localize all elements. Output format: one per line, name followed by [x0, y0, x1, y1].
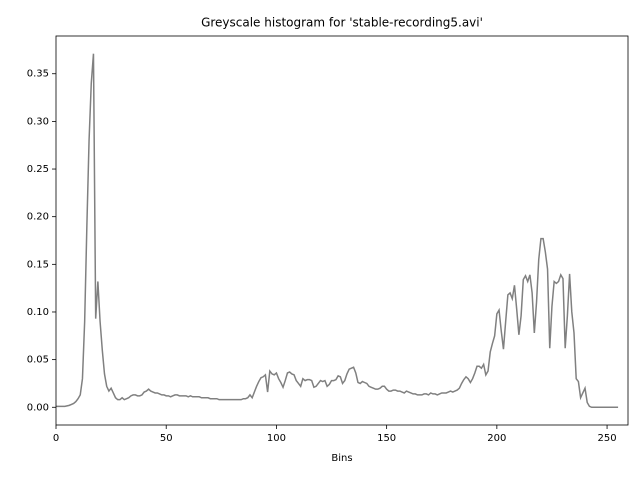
- x-tick-label: 150: [377, 433, 396, 444]
- y-tick-label: 0.35: [27, 69, 49, 80]
- chart-title: Greyscale histogram for 'stable-recordin…: [201, 16, 483, 30]
- y-tick-label: 0.20: [27, 212, 49, 223]
- x-tick-label: 200: [487, 433, 506, 444]
- axes-frame: [55, 35, 629, 426]
- x-tick-label: 0: [53, 433, 59, 444]
- y-tick-label: 0.15: [27, 259, 49, 270]
- x-axis-label: Bins: [331, 453, 352, 464]
- y-tick-label: 0.00: [27, 402, 49, 413]
- y-tick-label: 0.05: [27, 355, 49, 366]
- y-tick-label: 0.30: [27, 116, 49, 127]
- x-tick-label: 100: [267, 433, 286, 444]
- y-tick-label: 0.25: [27, 164, 49, 175]
- y-tick-label: 0.10: [27, 307, 49, 318]
- x-tick-label: 250: [598, 433, 617, 444]
- data-line: [56, 53, 619, 409]
- x-tick-label: 50: [160, 433, 173, 444]
